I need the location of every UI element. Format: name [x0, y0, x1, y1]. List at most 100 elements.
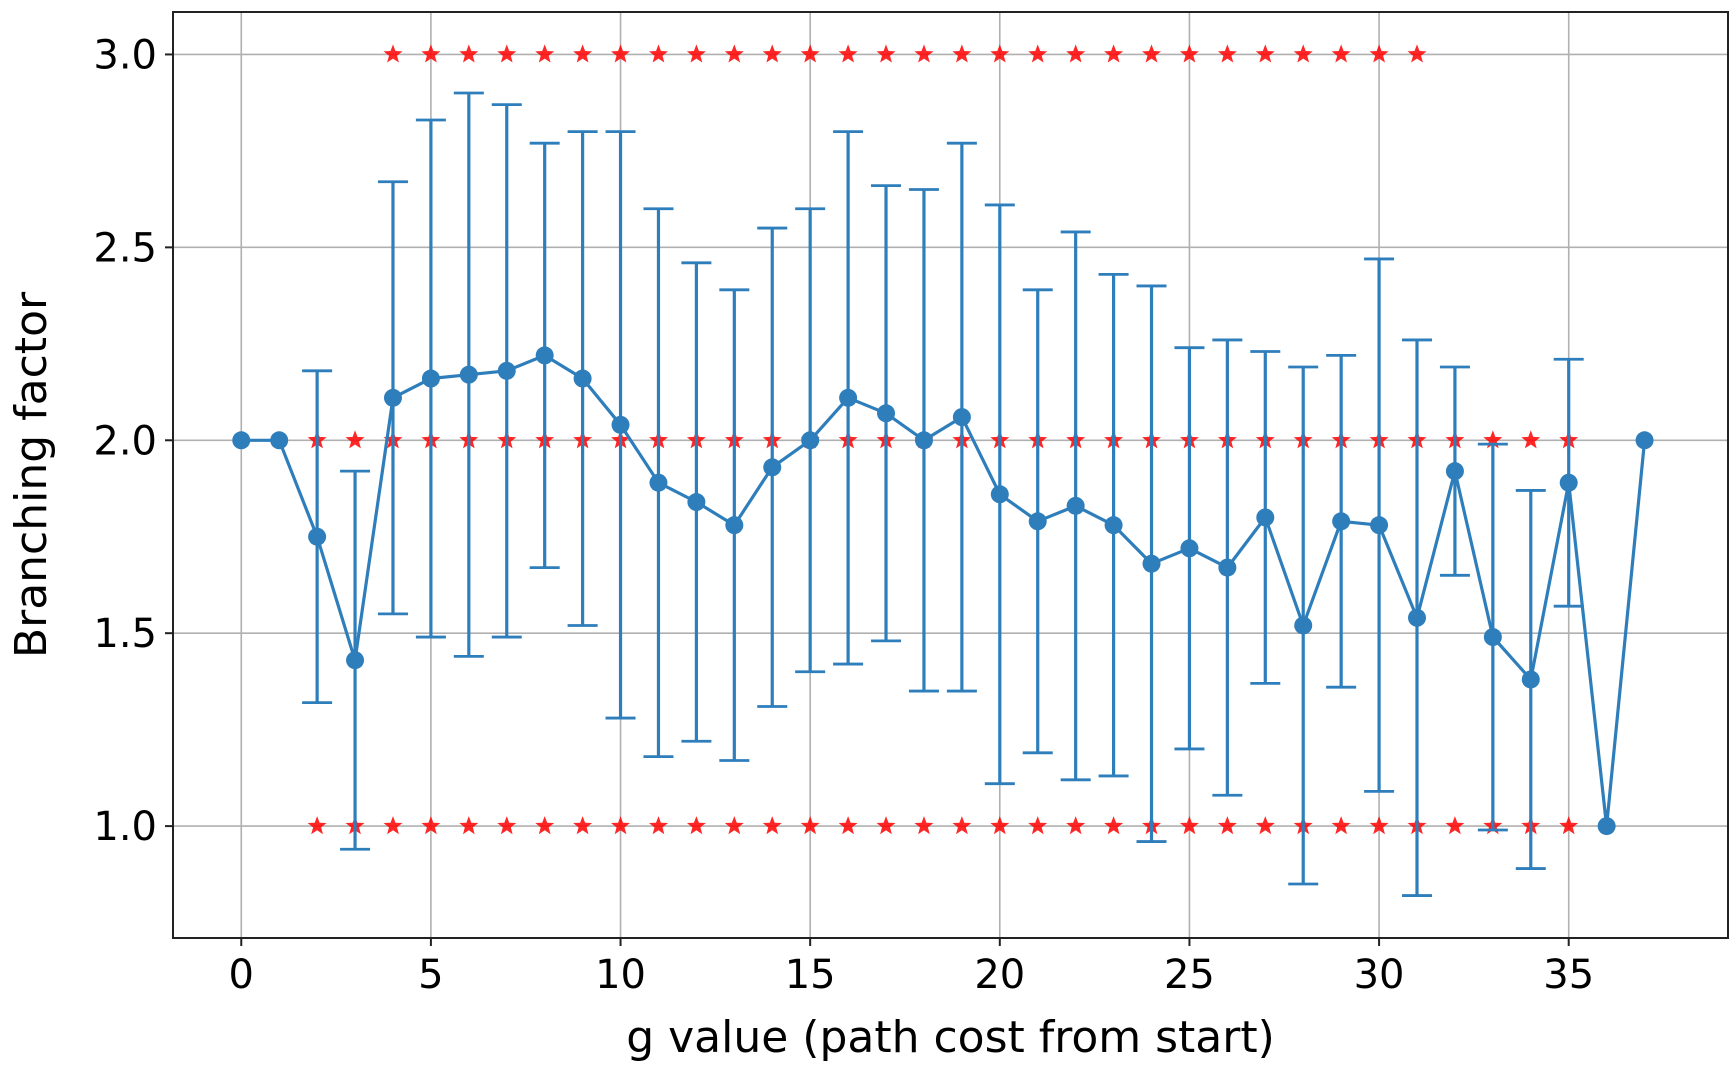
mean-point [1483, 628, 1502, 647]
mean-point [687, 493, 706, 512]
observed-value-star [421, 44, 441, 63]
mean-point [1294, 616, 1313, 635]
y-tick-label: 2.5 [93, 225, 157, 271]
observed-value-star [1217, 44, 1237, 63]
mean-line [241, 353, 1647, 828]
observed-value-star [1255, 816, 1275, 835]
x-tick-label: 5 [418, 952, 443, 998]
x-tick-label: 30 [1354, 952, 1405, 998]
observed-value-star [1179, 44, 1199, 63]
observed-value-star [686, 816, 706, 835]
y-tick-label: 1.0 [93, 804, 157, 850]
plot-frame [172, 11, 1729, 939]
observed-value-star [307, 816, 327, 835]
mean-point [611, 415, 630, 434]
x-tick-label: 15 [785, 952, 836, 998]
mean-point [1066, 496, 1085, 515]
observed-value-star [1255, 44, 1275, 63]
mean-point [725, 516, 744, 535]
observed-value-star [1066, 44, 1086, 63]
mean-point [1180, 539, 1199, 558]
observed-value-star [800, 816, 820, 835]
observed-value-star [1217, 816, 1237, 835]
observed-value-star [1142, 44, 1161, 63]
mean-point [1521, 670, 1540, 689]
x-tick-label: 0 [229, 952, 254, 998]
mean-point [649, 473, 668, 492]
observed-value-stars [307, 44, 1579, 835]
mean-point [421, 369, 440, 388]
mean-point [573, 369, 592, 388]
observed-value-star [383, 816, 403, 835]
mean-point [1256, 508, 1275, 527]
observed-value-star [1104, 816, 1124, 835]
observed-value-star [952, 44, 972, 63]
observed-value-star [914, 44, 934, 63]
observed-value-star [497, 44, 517, 63]
observed-value-star [876, 44, 896, 63]
observed-value-star [611, 816, 630, 835]
mean-point [990, 485, 1009, 504]
observed-value-star [876, 816, 896, 835]
mean-point [383, 388, 402, 407]
observed-value-star [1028, 44, 1048, 63]
observed-value-star [345, 430, 365, 449]
x-tick-label: 10 [595, 952, 646, 998]
mean-point [877, 404, 896, 423]
mean-point [346, 651, 365, 670]
observed-value-star [914, 816, 934, 835]
mean-point [232, 431, 251, 450]
observed-value-star [1521, 430, 1541, 449]
mean-point [1408, 608, 1426, 627]
observed-value-star [1483, 430, 1503, 449]
observed-value-star [724, 44, 744, 63]
x-axis-title: g value (path cost from start) [626, 1012, 1275, 1063]
observed-value-star [611, 44, 630, 63]
observed-value-star [497, 816, 517, 835]
observed-value-star [762, 44, 782, 63]
observed-value-star [1559, 816, 1579, 835]
axis-ticks: 0 5 10 15 20 25 30 35 1.0 1.5 2.0 2.5 3.0 [93, 32, 1594, 998]
observed-value-star [573, 816, 593, 835]
observed-value-star [1445, 816, 1465, 835]
observed-value-star [649, 816, 668, 835]
observed-value-star [952, 816, 972, 835]
observed-value-star [573, 44, 593, 63]
observed-value-star [1066, 816, 1086, 835]
y-axis-title: Branching factor [6, 291, 57, 658]
mean-point [1445, 462, 1464, 481]
observed-value-star [1104, 44, 1124, 63]
observed-value-star [800, 44, 820, 63]
y-tick-label: 3.0 [93, 32, 157, 78]
x-tick-label: 20 [974, 952, 1025, 998]
observed-value-star [838, 816, 858, 835]
mean-points [232, 346, 1654, 836]
y-tick-label: 1.5 [93, 611, 157, 657]
mean-point [1559, 473, 1578, 492]
mean-point [1332, 512, 1351, 531]
observed-value-star [1331, 816, 1351, 835]
observed-value-star [1369, 44, 1389, 63]
observed-value-star [838, 44, 858, 63]
observed-value-star [1369, 816, 1389, 835]
mean-point [270, 431, 289, 450]
observed-value-star [459, 816, 479, 835]
mean-point [839, 388, 858, 407]
mean-point [308, 527, 327, 546]
observed-value-star [649, 44, 668, 63]
mean-point [1142, 554, 1161, 573]
mean-point [801, 431, 820, 450]
observed-value-star [762, 816, 782, 835]
mean-point [1028, 512, 1047, 531]
observed-value-star [421, 816, 441, 835]
mean-point [497, 361, 516, 380]
mean-point [1635, 431, 1654, 450]
mean-point [1597, 817, 1616, 836]
observed-value-star [1179, 816, 1199, 835]
x-tick-label: 35 [1543, 952, 1594, 998]
observed-value-star [535, 44, 555, 63]
mean-point [914, 431, 933, 450]
observed-value-star [1028, 816, 1048, 835]
observed-value-star [1293, 44, 1313, 63]
